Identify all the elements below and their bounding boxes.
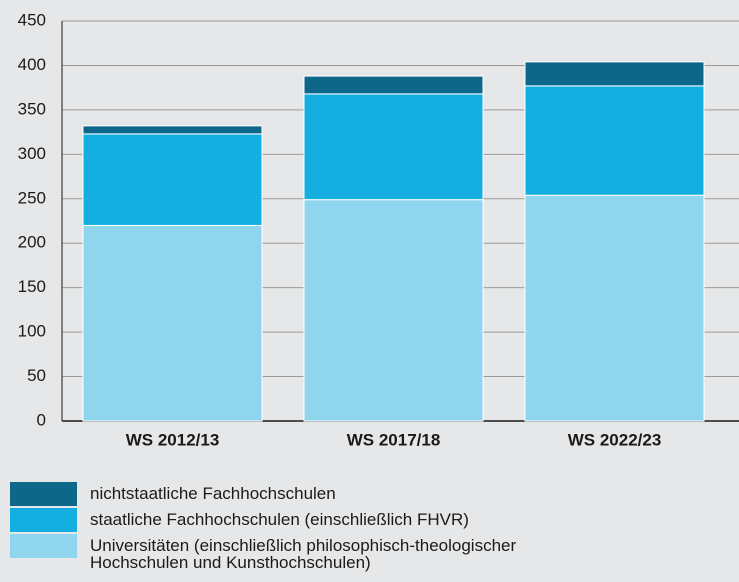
legend-item: staatliche Fachhochschulen (einschließli… bbox=[10, 508, 690, 532]
plot: 0 50 100 150 200 250 300 350 400 450 WS 2012/13 WS … bbox=[18, 10, 739, 449]
legend-label: staatliche Fachhochschulen (einschließli… bbox=[90, 510, 469, 529]
bar-segment bbox=[524, 61, 705, 87]
bar-segment bbox=[303, 75, 484, 95]
y-tick-label: 400 bbox=[18, 55, 46, 74]
legend-label: Universitäten (einschließlich philosophi… bbox=[90, 536, 517, 572]
bar-segment bbox=[82, 125, 263, 135]
y-tick-label: 300 bbox=[18, 144, 46, 163]
bar-segment bbox=[82, 133, 263, 226]
y-tick-label: 250 bbox=[18, 188, 46, 207]
y-tick-label: 100 bbox=[18, 322, 46, 341]
legend-swatch bbox=[10, 508, 77, 532]
y-tick-label: 350 bbox=[18, 99, 46, 118]
y-tick-label: 450 bbox=[18, 10, 46, 29]
legend-label: nichtstaatliche Fachhochschulen bbox=[90, 484, 336, 503]
bar-segment bbox=[303, 93, 484, 201]
x-tick-label: WS 2012/13 bbox=[126, 430, 220, 449]
y-tick-label: 50 bbox=[27, 366, 46, 385]
legend-item: Universitäten (einschließlich philosophi… bbox=[10, 534, 570, 571]
bar-segment bbox=[82, 224, 263, 422]
legend-swatch bbox=[10, 482, 77, 506]
y-tick-label: 200 bbox=[18, 233, 46, 252]
bar-segment bbox=[303, 199, 484, 422]
bar-segment bbox=[524, 85, 705, 196]
y-tick-label: 150 bbox=[18, 277, 46, 296]
legend-item: nichtstaatliche Fachhochschulen bbox=[10, 482, 690, 506]
bar-segment bbox=[524, 194, 705, 422]
x-tick-label: WS 2022/23 bbox=[568, 430, 662, 449]
x-tick-label: WS 2017/18 bbox=[347, 430, 441, 449]
y-tick-label: 0 bbox=[37, 410, 46, 429]
legend-swatch bbox=[10, 534, 77, 558]
